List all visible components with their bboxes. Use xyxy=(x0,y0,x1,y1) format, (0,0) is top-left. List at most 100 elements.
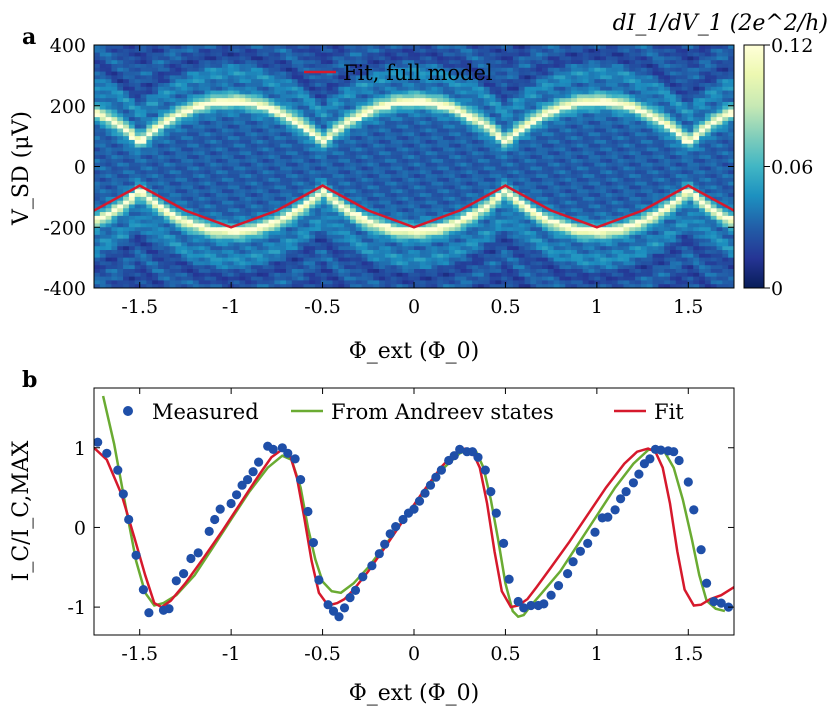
heatmap-cell xyxy=(466,105,473,111)
heatmap-cell xyxy=(198,212,206,217)
heatmap-cell xyxy=(344,63,351,69)
heatmap-cell xyxy=(443,45,450,50)
heatmap-cell xyxy=(181,98,188,103)
heatmap-cell xyxy=(158,174,165,179)
heatmap-cell xyxy=(332,227,339,232)
heatmap-cell xyxy=(332,101,339,107)
heatmap-cell xyxy=(111,238,118,244)
heatmap-cell xyxy=(268,265,275,270)
heatmap-cell xyxy=(297,257,305,263)
heatmap-cell xyxy=(448,113,456,118)
heatmap-cell xyxy=(320,170,328,175)
heatmap-cell xyxy=(361,223,369,228)
heatmap-cell xyxy=(501,234,508,240)
heatmap-cell xyxy=(274,151,281,156)
heatmap-cell xyxy=(530,155,537,160)
heatmap-cell xyxy=(524,204,531,209)
heatmap-cell xyxy=(251,71,258,76)
heatmap-cell xyxy=(268,98,275,103)
heatmap-cell xyxy=(163,238,171,244)
heatmap-cell xyxy=(408,231,415,236)
heatmap-cell xyxy=(431,120,438,126)
heatmap-cell xyxy=(344,219,351,225)
heatmap-cell xyxy=(315,257,322,263)
heatmap-cell xyxy=(390,181,398,187)
heatmap-cell xyxy=(390,272,398,278)
heatmap-cell xyxy=(384,139,392,145)
heatmap-cell xyxy=(361,90,369,95)
heatmap-cell xyxy=(227,52,235,57)
heatmap-cell xyxy=(489,200,497,206)
heatmap-cell xyxy=(216,276,223,282)
heatmap-cell xyxy=(210,215,217,221)
heatmap-cell xyxy=(425,139,433,145)
heatmap-cell xyxy=(402,212,409,217)
panel-b-label: b xyxy=(22,367,37,393)
heatmap-cell xyxy=(402,158,409,164)
heatmap-cell xyxy=(402,63,409,69)
heatmap-cell xyxy=(198,242,206,247)
heatmap-cell xyxy=(524,193,531,198)
heatmap-cell xyxy=(431,284,438,288)
heatmap-cell xyxy=(303,204,310,209)
heatmap-cell xyxy=(204,223,211,228)
heatmap-cell xyxy=(512,52,520,57)
heatmap-cell xyxy=(222,79,229,84)
heatmap-cell xyxy=(286,79,293,84)
heatmap-cell xyxy=(367,215,374,221)
heatmap-cell xyxy=(251,250,258,255)
heatmap-cell xyxy=(256,272,264,278)
heatmap-cell xyxy=(111,257,118,263)
heatmap-cell xyxy=(373,253,380,259)
heatmap-cell xyxy=(425,117,433,122)
heatmap-cell xyxy=(245,98,252,103)
heatmap-cell xyxy=(227,265,235,270)
heatmap-cell xyxy=(286,48,293,54)
heatmap-cell xyxy=(460,166,467,171)
heatmap-cell xyxy=(332,60,339,65)
heatmap-cell xyxy=(472,79,479,84)
heatmap-cell xyxy=(239,280,246,285)
heatmap-cell xyxy=(152,204,159,209)
heatmap-cell xyxy=(99,261,107,266)
heatmap-cell xyxy=(94,177,101,183)
heatmap-cell xyxy=(320,166,328,171)
heatmap-cell xyxy=(338,234,345,240)
heatmap-cell xyxy=(483,242,491,247)
heatmap-cell xyxy=(297,162,305,168)
heatmap-cell xyxy=(536,208,543,213)
heatmap-cell xyxy=(210,86,217,92)
heatmap-cell xyxy=(169,204,177,209)
heatmap-cell xyxy=(472,45,479,50)
heatmap-cell xyxy=(268,284,275,288)
heatmap-cell xyxy=(152,162,159,168)
heatmap-cell xyxy=(408,227,415,232)
heatmap-cell xyxy=(414,215,421,221)
heatmap-cell xyxy=(501,56,508,61)
heatmap-cell xyxy=(303,170,310,175)
heatmap-cell xyxy=(251,48,258,54)
heatmap-cell xyxy=(501,162,508,168)
heatmap-cell xyxy=(291,257,299,263)
heatmap-cell xyxy=(245,185,252,190)
heatmap-cell xyxy=(355,71,363,76)
heatmap-cell xyxy=(350,151,357,156)
heatmap-cell xyxy=(320,181,328,187)
heatmap-cell xyxy=(361,147,369,152)
heatmap-cell xyxy=(530,234,537,240)
heatmap-cell xyxy=(152,75,159,80)
heatmap-cell xyxy=(128,67,136,73)
heatmap-cell xyxy=(344,246,351,251)
heatmap-cell xyxy=(507,257,514,263)
heatmap-cell xyxy=(419,67,427,73)
heatmap-cell xyxy=(256,147,264,152)
heatmap-cell xyxy=(536,181,543,187)
heatmap-cell xyxy=(192,60,200,65)
heatmap-cell xyxy=(379,261,386,266)
heatmap-cell xyxy=(390,250,398,255)
heatmap-cell xyxy=(315,94,322,99)
heatmap-cell xyxy=(175,215,182,221)
heatmap-cell xyxy=(158,196,165,202)
heatmap-cell xyxy=(297,94,305,99)
heatmap-cell xyxy=(175,250,182,255)
